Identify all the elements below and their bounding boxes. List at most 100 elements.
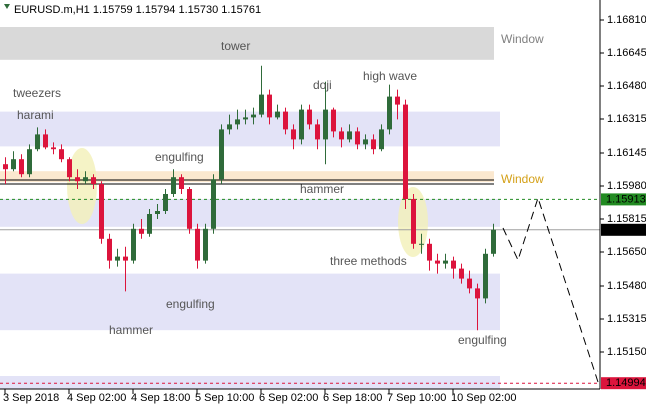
highlight-ellipse	[67, 148, 97, 224]
annotation: Window	[501, 172, 544, 186]
zone	[0, 273, 500, 331]
candle-body	[43, 134, 48, 148]
y-tick-label: 1.15480	[607, 280, 646, 292]
y-tick-label: 1.15150	[607, 346, 646, 358]
candle-body	[27, 149, 32, 175]
candle-body	[243, 117, 248, 120]
candle-body	[251, 114, 256, 118]
candle-body	[315, 124, 320, 140]
candle-body	[83, 177, 88, 182]
candle-body	[211, 179, 216, 229]
zone	[0, 171, 494, 183]
candle-body	[427, 243, 432, 261]
price-tag	[601, 377, 646, 390]
candle-body	[59, 149, 64, 160]
candle-body	[467, 278, 472, 289]
y-tick-label: 1.16315	[607, 113, 646, 125]
price-tag	[601, 223, 646, 236]
candle-body	[227, 124, 232, 130]
annotation: Window	[501, 32, 544, 46]
annotation: three methods	[330, 254, 407, 268]
annotation: engulfing	[166, 297, 215, 311]
zone	[0, 27, 494, 60]
candle-body	[147, 214, 152, 234]
candle-body	[435, 260, 440, 264]
candle-body	[155, 211, 160, 214]
x-tick-label: 5 Sep 10:00	[195, 392, 254, 404]
candle-body	[139, 228, 144, 234]
candle-body	[195, 228, 200, 261]
candle-body	[107, 238, 112, 261]
candle-body	[371, 139, 376, 150]
candle-body	[291, 129, 296, 140]
candle-body	[323, 109, 328, 140]
candle-body	[307, 109, 312, 125]
header-icon	[4, 4, 10, 9]
x-tick-label: 10 Sep 02:00	[451, 392, 516, 404]
annotation: harami	[17, 108, 54, 122]
candle-body	[283, 111, 288, 130]
candle-body	[99, 184, 104, 239]
annotation: engulfing	[458, 333, 507, 347]
x-tick-label: 3 Sep 2018	[3, 392, 59, 404]
candle-body	[379, 129, 384, 150]
candle-body	[91, 177, 96, 184]
y-tick-label: 1.15815	[607, 213, 646, 225]
candle-body	[115, 256, 120, 261]
candle-body	[339, 131, 344, 140]
candle-body	[275, 111, 280, 118]
candle-body	[171, 177, 176, 194]
candle-body	[51, 147, 56, 150]
annotation: doji	[313, 78, 332, 92]
candle-body	[35, 134, 40, 150]
candle-body	[403, 104, 408, 199]
candle-body	[219, 129, 224, 180]
zone	[0, 111, 500, 147]
candle-body	[259, 94, 264, 115]
candle-body	[491, 229, 496, 254]
candle-body	[411, 199, 416, 244]
x-tick-label: 7 Sep 10:00	[387, 392, 446, 404]
candle-body	[179, 177, 184, 189]
price-tag-label: 1.15761	[606, 224, 646, 236]
candle-body	[475, 288, 480, 299]
candle-body	[395, 96, 400, 105]
candle-body	[235, 119, 240, 125]
y-tick-label: 1.15980	[607, 180, 646, 192]
axis-labels: 1.16810 1.16645 1.16480 1.16315 1.16145 1.159…	[3, 14, 646, 404]
y-tick-label: 1.16810	[607, 14, 646, 26]
candle-body	[3, 164, 8, 170]
y-tick-label: 1.15650	[607, 246, 646, 258]
annotation: engulfing	[155, 150, 204, 164]
annotations: tower tweezers harami engulfing hammer doji hi…	[13, 32, 544, 347]
header: EURUSD.m,H1 1.15759 1.15794 1.15730 1.15…	[14, 4, 261, 16]
candle-body	[443, 260, 448, 264]
candle-body	[387, 96, 392, 130]
candle-body	[419, 243, 424, 245]
candle-body	[67, 159, 72, 178]
x-tick-label: 6 Sep 02:00	[259, 392, 318, 404]
candle-body	[131, 228, 136, 261]
x-tick-label: 6 Sep 18:00	[323, 392, 382, 404]
candle-body	[331, 109, 336, 132]
candle-body	[299, 109, 304, 140]
candles	[3, 65, 496, 331]
candle-body	[363, 139, 368, 145]
annotation: tower	[221, 39, 250, 53]
annotation: hammer	[109, 323, 153, 337]
annotation: high wave	[363, 69, 417, 83]
candle-body	[355, 131, 360, 145]
annotation: hammer	[300, 182, 344, 196]
x-tick-label: 4 Sep 02:00	[67, 392, 126, 404]
y-tick-label: 1.15315	[607, 313, 646, 325]
y-tick-label: 1.16645	[607, 47, 646, 59]
annotation: tweezers	[13, 86, 61, 100]
price-tag-label: 1.15913	[606, 193, 646, 205]
price-tag	[601, 193, 646, 206]
candle-body	[267, 94, 272, 118]
zone	[0, 376, 500, 389]
candle-body	[483, 253, 488, 299]
candle-body	[451, 260, 456, 269]
candle-body	[203, 228, 208, 261]
